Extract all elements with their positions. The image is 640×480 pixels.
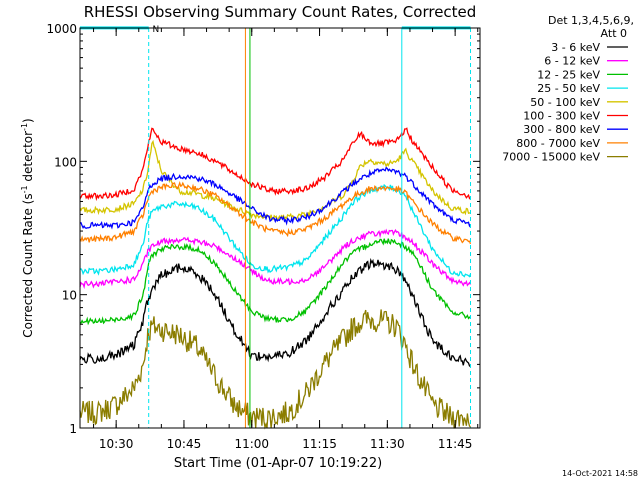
y-tick-label: 1000 xyxy=(46,22,77,36)
legend-header-line1: Det 1,3,4,5,6,9, xyxy=(548,14,634,27)
x-tick-label: 10:45 xyxy=(167,437,202,451)
x-tick-label: 11:45 xyxy=(438,437,473,451)
annotation-n: N xyxy=(153,25,160,35)
y-tick-label: 10 xyxy=(62,289,77,303)
series-7000-15000kev xyxy=(79,309,471,430)
x-tick-label: 10:30 xyxy=(99,437,134,451)
x-tick-label: 11:00 xyxy=(234,437,269,451)
series-100-300kev xyxy=(79,127,471,202)
series-50-100kev xyxy=(79,139,471,222)
series-layer xyxy=(79,127,472,430)
timestamp: 14-Oct-2021 14:58 xyxy=(562,469,638,478)
legend-label: 3 - 6 keV xyxy=(551,41,600,54)
legend-label: 12 - 25 keV xyxy=(537,68,600,81)
legend-label: 800 - 7000 keV xyxy=(516,137,600,150)
y-axis: 1 10 100 1000 xyxy=(46,22,480,436)
y-tick-label: 1 xyxy=(69,422,77,436)
x-axis: 10:30 10:45 11:00 11:15 11:30 11:45 xyxy=(93,28,479,451)
legend-label: 50 - 100 keV xyxy=(530,96,600,109)
series-3-6kev xyxy=(79,257,471,368)
legend-label: 25 - 50 keV xyxy=(537,82,600,95)
y-axis-label-sup2: -1 xyxy=(20,123,29,131)
legend-header-line2: Att 0 xyxy=(601,27,627,40)
legend-label: 7000 - 15000 keV xyxy=(502,151,600,164)
y-axis-label-sup1: -1 xyxy=(20,185,29,193)
series-300-800kev xyxy=(80,166,472,230)
series-6-12kev xyxy=(79,228,472,290)
chart-title: RHESSI Observing Summary Count Rates, Co… xyxy=(84,3,477,21)
legend-label: 300 - 800 keV xyxy=(523,123,600,136)
y-tick-label: 100 xyxy=(54,155,77,169)
y-axis-label-main: Corrected Count Rate (s xyxy=(21,193,35,337)
series-800-7000kev xyxy=(79,180,472,245)
series-12-25kev xyxy=(79,238,471,326)
y-axis-label-mid: detector xyxy=(21,131,35,186)
x-axis-label: Start Time (01-Apr-07 10:19:22) xyxy=(174,456,382,471)
legend-label: 6 - 12 keV xyxy=(544,55,600,68)
x-tick-label: 11:30 xyxy=(370,437,405,451)
marker-layer: N xyxy=(79,25,472,428)
plot-frame xyxy=(79,27,481,429)
series-25-50kev xyxy=(79,183,472,278)
x-tick-label: 11:15 xyxy=(302,437,337,451)
y-axis-label-end: ) xyxy=(21,118,35,123)
legend-label: 100 - 300 keV xyxy=(523,110,600,123)
y-axis-label: Corrected Count Rate (s-1 detector-1) xyxy=(20,118,35,337)
